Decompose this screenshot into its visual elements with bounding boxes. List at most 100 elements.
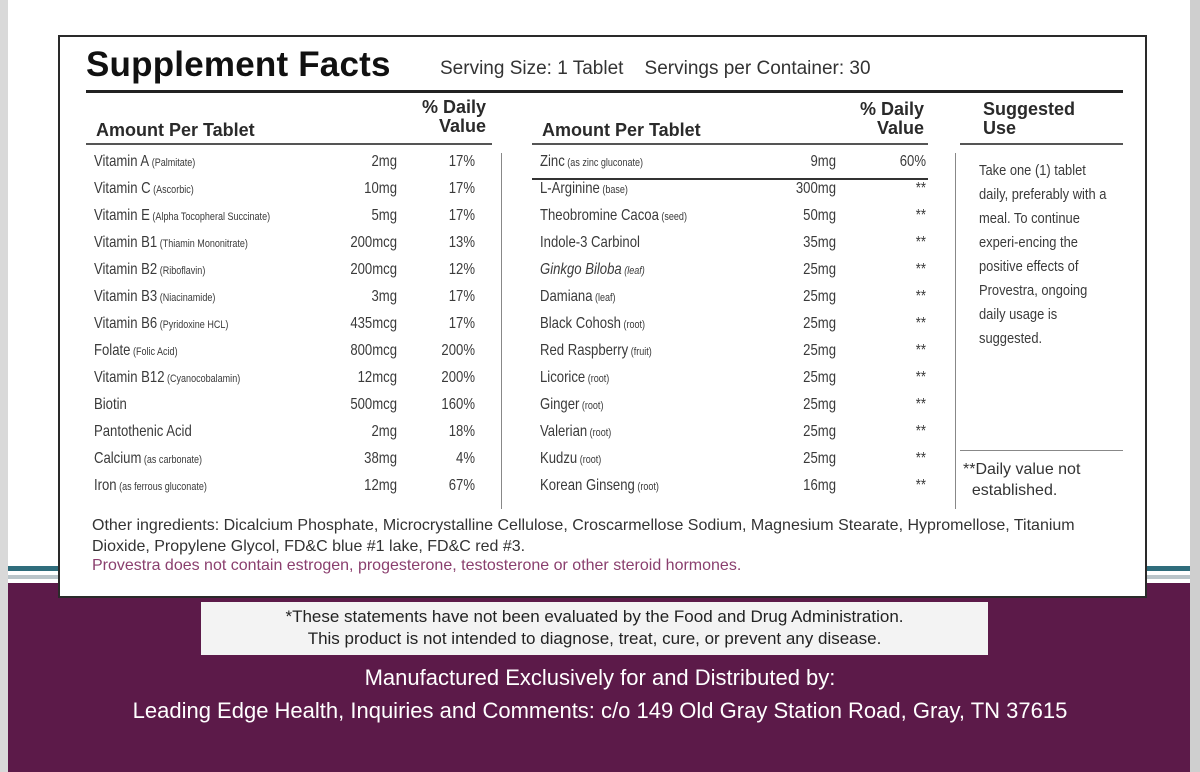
nutrient-daily-value: 4% bbox=[456, 450, 475, 467]
nutrient-amount: 9mg bbox=[810, 153, 836, 170]
nutrient-daily-value: 17% bbox=[448, 288, 475, 305]
nutrient-source-note: (root) bbox=[587, 427, 612, 439]
nutrient-row: Licorice (root) 25mg ** bbox=[540, 369, 926, 395]
nutrient-amount: 25mg bbox=[803, 396, 836, 413]
nutrient-amount: 300mg bbox=[795, 180, 836, 197]
nutrient-name: Red Raspberry (fruit) bbox=[540, 342, 652, 359]
left-header-rule bbox=[86, 143, 492, 145]
nutrient-source-note: (root) bbox=[577, 454, 602, 466]
nutrient-source-note: (root) bbox=[585, 373, 610, 385]
nutrient-daily-value: ** bbox=[915, 396, 926, 413]
other-ingredients: Other ingredients: Dicalcium Phosphate, … bbox=[92, 517, 1075, 555]
nutrient-daily-value: ** bbox=[915, 423, 926, 440]
nutrient-daily-value: 160% bbox=[441, 396, 475, 413]
manufacturer-line-1: Manufactured Exclusively for and Distrib… bbox=[364, 665, 836, 690]
nutrient-name: Ginkgo Biloba (leaf) bbox=[540, 261, 645, 278]
nutrient-name: Iron (as ferrous gluconate) bbox=[94, 477, 207, 494]
nutrient-row: Vitamin B12 (Cyanocobalamin) 12mcg 200% bbox=[94, 369, 475, 395]
nutrient-daily-value: 12% bbox=[448, 261, 475, 278]
title-divider bbox=[86, 90, 1123, 93]
nutrient-source-note: (Riboflavin) bbox=[157, 265, 206, 277]
nutrient-name: Black Cohosh (root) bbox=[540, 315, 646, 332]
nutrient-row: L-Arginine (base) 300mg ** bbox=[540, 180, 926, 206]
column-divider-left bbox=[501, 153, 502, 509]
nutrient-source-note: (Thiamin Mononitrate) bbox=[157, 238, 248, 250]
nutrient-amount: 2mg bbox=[371, 423, 398, 440]
nutrient-amount: 35mg bbox=[803, 234, 836, 251]
nutrient-name: Zinc (as zinc gluconate) bbox=[540, 153, 644, 170]
nutrient-row: Iron (as ferrous gluconate) 12mg 67% bbox=[94, 477, 475, 503]
nutrient-name: Vitamin B1 (Thiamin Mononitrate) bbox=[94, 234, 248, 251]
nutrient-source-note: (as carbonate) bbox=[141, 454, 203, 466]
nutrient-name: Kudzu (root) bbox=[540, 450, 602, 467]
nutrient-name: L-Arginine (base) bbox=[540, 180, 628, 197]
nutrient-row: Vitamin C (Ascorbic) 10mg 17% bbox=[94, 180, 475, 206]
nutrient-name: Licorice (root) bbox=[540, 369, 610, 386]
nutrient-daily-value: ** bbox=[915, 180, 926, 197]
nutrient-source-note: (leaf) bbox=[592, 292, 616, 304]
nutrient-daily-value: ** bbox=[915, 207, 926, 224]
nutrient-daily-value: ** bbox=[915, 450, 926, 467]
nutrient-daily-value: 13% bbox=[448, 234, 475, 251]
nutrient-name: Folate (Folic Acid) bbox=[94, 342, 178, 359]
header-dv-left: % Daily Value bbox=[421, 97, 486, 136]
nutrient-amount: 10mg bbox=[364, 180, 398, 197]
column-divider-right bbox=[955, 153, 956, 509]
nutrient-name: Valerian (root) bbox=[540, 423, 612, 440]
nutrient-daily-value: 18% bbox=[448, 423, 475, 440]
nutrient-amount: 38mg bbox=[364, 450, 398, 467]
nutrient-daily-value: 17% bbox=[448, 153, 475, 170]
no-hormones-statement: Provestra does not contain estrogen, pro… bbox=[92, 557, 742, 574]
suggested-use-text: Take one (1) tablet daily, preferably wi… bbox=[979, 162, 1107, 347]
nutrient-amount: 2mg bbox=[371, 153, 398, 170]
serving-info: Serving Size: 1 Tablet Servings per Cont… bbox=[440, 58, 871, 79]
nutrient-daily-value: ** bbox=[915, 315, 926, 332]
nutrient-daily-value: 17% bbox=[448, 315, 475, 332]
nutrient-name: Korean Ginseng (root) bbox=[540, 477, 659, 494]
nutrient-source-note: (leaf) bbox=[621, 265, 645, 277]
nutrient-daily-value: 17% bbox=[448, 180, 475, 197]
nutrient-name: Indole-3 Carbinol bbox=[540, 234, 640, 251]
nutrient-source-note: (seed) bbox=[658, 211, 687, 223]
nutrient-row: Pantothenic Acid 2mg 18% bbox=[94, 423, 475, 449]
fda-disclaimer: *These statements have not been evaluate… bbox=[201, 602, 988, 655]
nutrient-amount: 16mg bbox=[803, 477, 836, 494]
nutrient-source-note: (Ascorbic) bbox=[150, 184, 194, 196]
nutrient-row: Black Cohosh (root) 25mg ** bbox=[540, 315, 926, 341]
right-header-rule bbox=[532, 143, 928, 145]
nutrient-row: Red Raspberry (fruit) 25mg ** bbox=[540, 342, 926, 368]
disclaimer-line-1: *These statements have not been evaluate… bbox=[285, 607, 904, 626]
nutrient-amount: 50mg bbox=[803, 207, 836, 224]
nutrient-row: Vitamin B3 (Niacinamide) 3mg 17% bbox=[94, 288, 475, 314]
nutrient-amount: 3mg bbox=[371, 288, 398, 305]
nutrient-amount: 200mcg bbox=[350, 234, 398, 251]
nutrient-amount: 200mcg bbox=[350, 261, 398, 278]
suggested-header-rule bbox=[960, 143, 1123, 145]
nutrient-name: Vitamin E (Alpha Tocopheral Succinate) bbox=[94, 207, 271, 224]
nutrient-amount: 500mcg bbox=[350, 396, 398, 413]
nutrient-row: Calcium (as carbonate) 38mg 4% bbox=[94, 450, 475, 476]
nutrient-amount: 25mg bbox=[803, 423, 836, 440]
nutrient-amount: 435mcg bbox=[350, 315, 398, 332]
nutrient-name: Biotin bbox=[94, 396, 127, 413]
nutrient-daily-value: 17% bbox=[448, 207, 475, 224]
nutrient-source-note: (Alpha Tocopheral Succinate) bbox=[149, 211, 271, 223]
nutrient-amount: 25mg bbox=[803, 342, 836, 359]
nutrient-daily-value: ** bbox=[915, 342, 926, 359]
header-dv-right: % Daily Value bbox=[859, 99, 924, 138]
nutrient-row: Theobromine Cacoa (seed) 50mg ** bbox=[540, 207, 926, 233]
panel-title: Supplement Facts bbox=[86, 45, 391, 84]
nutrient-name: Calcium (as carbonate) bbox=[94, 450, 203, 467]
nutrient-source-note: (Pyridoxine HCL) bbox=[157, 319, 229, 331]
nutrient-row: Zinc (as zinc gluconate) 9mg 60% bbox=[540, 153, 926, 179]
nutrient-source-note: (base) bbox=[599, 184, 628, 196]
nutrient-row: Biotin 500mcg 160% bbox=[94, 396, 475, 422]
header-amount-right: Amount Per Tablet bbox=[542, 120, 701, 140]
zinc-rule bbox=[532, 178, 928, 180]
box-left-edge bbox=[0, 0, 8, 772]
nutrient-amount: 25mg bbox=[803, 288, 836, 305]
nutrient-name: Vitamin B6 (Pyridoxine HCL) bbox=[94, 315, 229, 332]
nutrient-source-note: (root) bbox=[579, 400, 604, 412]
nutrient-source-note: (Folic Acid) bbox=[130, 346, 178, 358]
header-amount-left: Amount Per Tablet bbox=[96, 120, 255, 140]
